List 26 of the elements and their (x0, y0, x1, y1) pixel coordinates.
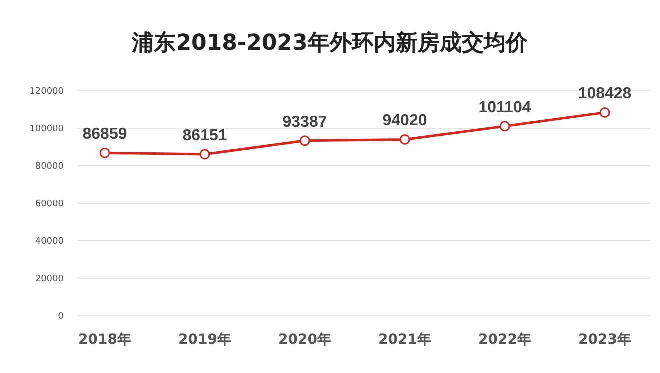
x-tick-label: 2019年 (178, 332, 232, 348)
data-label: 93387 (282, 114, 328, 131)
y-tick-label: 20000 (35, 274, 64, 285)
data-label: 86859 (82, 126, 128, 144)
point (100, 148, 110, 158)
x-tick-label: 2023年 (578, 332, 632, 348)
y-tick-label: 0 (58, 312, 64, 322)
point (500, 121, 510, 132)
data-label: 94020 (382, 112, 428, 130)
x-tick-label: 2021年 (378, 332, 432, 348)
y-tick-label: 80000 (35, 162, 64, 172)
y-tick-label: 120000 (30, 87, 64, 98)
point (300, 136, 310, 146)
y-tick-label: 40000 (35, 237, 64, 248)
point (200, 149, 210, 160)
point (400, 134, 410, 145)
data-label: 86151 (182, 127, 228, 144)
y-tick-label: 100000 (30, 124, 64, 135)
x-tick-label: 2022年 (478, 332, 532, 348)
x-tick-label: 2020年 (278, 332, 332, 348)
chart-title: 浦东2018-2023年外环内新房成交均价 (130, 30, 529, 58)
data-label: 101104 (478, 99, 532, 116)
point (600, 107, 610, 118)
data-label: 108428 (578, 86, 632, 103)
x-tick-label: 2018年 (78, 332, 132, 348)
y-tick-label: 60000 (35, 200, 64, 210)
